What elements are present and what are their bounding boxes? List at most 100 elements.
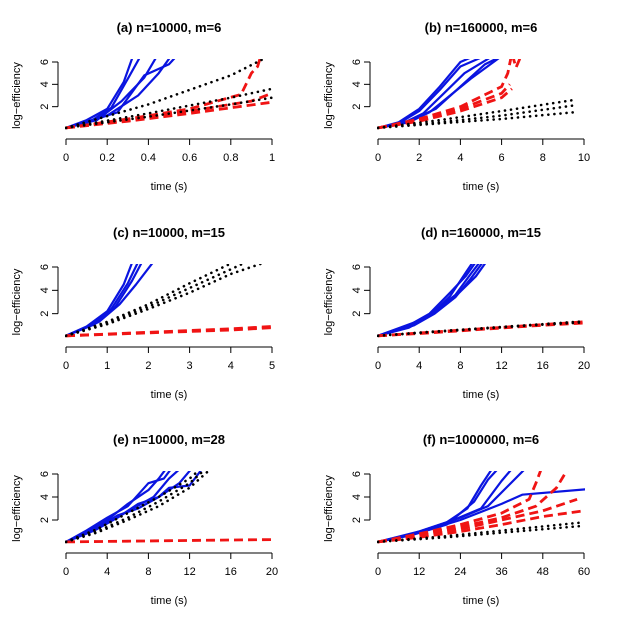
x-tick-label: 12 [183, 566, 195, 578]
series-line-red-dashed [377, 509, 585, 544]
series-line-black-dotted [65, 96, 273, 130]
x-tick-label: 2 [416, 152, 422, 164]
y-tick-label: 2 [39, 104, 51, 110]
chart-title: (f) n=1000000, m=6 [423, 432, 539, 447]
x-tick-label: 20 [578, 360, 590, 372]
y-tick-label: 4 [39, 81, 51, 87]
x-tick-label: 48 [537, 566, 549, 578]
series-line-red-dashed [377, 83, 511, 130]
chart-panel-2: (b) n=160000, m=6 0 2 4 6 8 10 2 4 6 time (s) log−e… [323, 20, 590, 193]
series-line-black-dotted [65, 59, 264, 130]
chart-panel-1: (a) n=10000, m=6 0 0.2 0.4 0.6 0.8 1 2 4 6 time (s… [11, 20, 275, 193]
x-tick-label: 0 [63, 152, 69, 164]
x-tick-label: 60 [578, 566, 590, 578]
x-tick-label: 1 [269, 152, 275, 164]
y-tick-label: 2 [39, 311, 51, 317]
series-group [65, 471, 273, 544]
x-axis-label: time (s) [463, 389, 500, 401]
series-group [65, 59, 273, 130]
series-line-black-dotted [377, 520, 585, 544]
chart-title: (a) n=10000, m=6 [117, 20, 222, 35]
series-line-black-dotted [377, 524, 585, 544]
x-tick-label: 24 [454, 566, 466, 578]
x-tick-label: 1 [104, 360, 110, 372]
series-line-red-dashed [65, 538, 273, 544]
y-tick-label: 4 [351, 494, 363, 500]
y-axis-label: log−efficiency [323, 475, 335, 542]
x-tick-label: 0.4 [141, 152, 156, 164]
x-tick-label: 0 [375, 152, 381, 164]
series-line-blue-solid [65, 471, 171, 544]
x-axis-label: time (s) [151, 181, 188, 193]
series-line-black-dotted [377, 111, 576, 130]
x-tick-label: 10 [578, 152, 590, 164]
x-tick-label: 12 [495, 360, 507, 372]
series-line-black-dotted [377, 321, 585, 338]
y-tick-label: 4 [39, 494, 51, 500]
y-tick-label: 2 [351, 517, 363, 523]
series-line-blue-solid [65, 264, 154, 337]
chart-title: (c) n=10000, m=15 [113, 225, 225, 240]
x-tick-label: 12 [413, 566, 425, 578]
y-tick-label: 6 [39, 471, 51, 477]
x-tick-label: 4 [416, 360, 422, 372]
series-group [377, 59, 576, 130]
x-axis-label: time (s) [463, 181, 500, 193]
x-tick-label: 0 [375, 360, 381, 372]
series-line-black-dotted [65, 471, 211, 544]
y-axis-label: log−efficiency [11, 62, 23, 129]
chart-title: (d) n=160000, m=15 [421, 225, 541, 240]
x-tick-label: 8 [457, 360, 463, 372]
x-tick-label: 4 [228, 360, 234, 372]
chart-panel-3: (c) n=10000, m=15 0 1 2 3 4 5 2 4 6 time (s) log−ef… [11, 225, 275, 401]
x-tick-label: 0.6 [182, 152, 197, 164]
series-line-red-dashed [377, 471, 542, 544]
y-axis-label: log−efficiency [11, 475, 23, 542]
x-axis-label: time (s) [151, 389, 188, 401]
x-tick-label: 4 [457, 152, 463, 164]
x-tick-label: 0 [63, 566, 69, 578]
y-tick-label: 6 [39, 59, 51, 65]
y-tick-label: 6 [39, 264, 51, 270]
y-tick-label: 6 [351, 264, 363, 270]
chart-title: (e) n=10000, m=28 [113, 432, 225, 447]
y-tick-label: 4 [351, 287, 363, 293]
x-tick-label: 16 [537, 360, 549, 372]
y-tick-label: 2 [39, 517, 51, 523]
series-group [65, 264, 273, 338]
y-tick-label: 2 [351, 104, 363, 110]
y-tick-label: 6 [351, 59, 363, 65]
series-line-black-dotted [65, 264, 265, 338]
x-tick-label: 36 [495, 566, 507, 578]
series-line-blue-solid [377, 59, 499, 130]
series-line-black-dotted [65, 471, 201, 544]
x-tick-label: 20 [266, 566, 278, 578]
x-tick-label: 0.2 [100, 152, 115, 164]
x-tick-label: 0 [375, 566, 381, 578]
series-line-red-dashed [377, 87, 513, 130]
x-tick-label: 3 [187, 360, 193, 372]
series-line-red-dashed [65, 326, 273, 338]
x-tick-label: 0 [63, 360, 69, 372]
y-tick-label: 6 [351, 471, 363, 477]
y-axis-label: log−efficiency [11, 268, 23, 335]
series-line-blue-solid [377, 264, 487, 337]
x-tick-label: 4 [104, 566, 110, 578]
x-axis-label: time (s) [151, 595, 188, 607]
x-tick-label: 8 [540, 152, 546, 164]
series-group [377, 264, 585, 338]
x-tick-label: 16 [225, 566, 237, 578]
y-tick-label: 2 [351, 311, 363, 317]
y-tick-label: 4 [351, 81, 363, 87]
x-tick-label: 2 [145, 360, 151, 372]
x-tick-label: 8 [145, 566, 151, 578]
y-axis-label: log−efficiency [323, 62, 335, 129]
series-line-black-dotted [65, 87, 273, 130]
x-tick-label: 6 [499, 152, 505, 164]
x-tick-label: 0.8 [223, 152, 238, 164]
y-tick-label: 4 [39, 287, 51, 293]
